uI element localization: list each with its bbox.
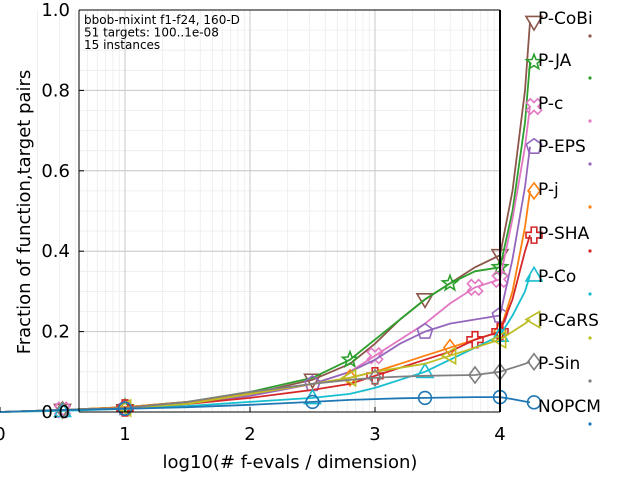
data-point bbox=[527, 352, 541, 372]
y-tick-label: 0.0 bbox=[41, 402, 70, 423]
data-point bbox=[415, 293, 435, 310]
series-line bbox=[0, 360, 531, 413]
y-tick-label: 0.6 bbox=[41, 161, 70, 182]
y-tick-label: 0.4 bbox=[41, 241, 70, 262]
legend-dot bbox=[588, 119, 592, 123]
annotation-line: 51 targets: 100..1e-08 bbox=[84, 26, 219, 40]
data-point bbox=[305, 394, 320, 410]
y-tick-label: 0.8 bbox=[41, 80, 70, 101]
data-point bbox=[303, 373, 322, 390]
data-point bbox=[466, 278, 484, 297]
data-point bbox=[368, 368, 382, 388]
grid bbox=[37, 10, 500, 412]
legend-dot bbox=[588, 162, 592, 166]
data-point bbox=[340, 368, 357, 388]
legend-label: P-c bbox=[538, 94, 563, 114]
legend-label: P-CaRS bbox=[538, 311, 599, 331]
data-point bbox=[340, 349, 360, 369]
legend: P-CoBi P-JA P-c P-EPS P-j P-SHA P-Co P-CaRS P-Si… bbox=[538, 9, 601, 426]
data-point bbox=[525, 137, 543, 154]
y-axis-label: Fraction of function,target pairs bbox=[14, 70, 35, 355]
x-tick-label: 1 bbox=[119, 424, 130, 445]
annotation-line: 15 instances bbox=[84, 38, 160, 52]
x-tick-label: 3 bbox=[369, 424, 380, 445]
legend-dot bbox=[588, 379, 592, 383]
x-axis-label: log10(# f-evals / dimension) bbox=[163, 452, 418, 473]
data-point bbox=[440, 273, 460, 292]
legend-label: P-Sin bbox=[538, 354, 580, 374]
series-layer bbox=[0, 15, 544, 420]
data-point bbox=[524, 52, 544, 71]
x-tick-label: 4 bbox=[494, 424, 505, 445]
legend-dot bbox=[588, 34, 592, 38]
legend-label: P-SHA bbox=[538, 224, 590, 244]
legend-label: P-Co bbox=[538, 267, 576, 287]
data-point bbox=[417, 390, 433, 406]
legend-dot bbox=[588, 292, 592, 296]
tick-labels: 0.0 0.2 0.4 0.6 0.8 1.0 0 1 2 3 4 bbox=[0, 0, 506, 445]
series-p-c bbox=[0, 97, 543, 419]
data-point bbox=[526, 395, 542, 410]
legend-label: P-EPS bbox=[538, 137, 586, 157]
legend-label: NOPCM bbox=[538, 397, 601, 417]
data-point bbox=[525, 97, 543, 116]
x-tick-label: 2 bbox=[244, 424, 255, 445]
series-p-co bbox=[0, 265, 544, 418]
axes bbox=[0, 9, 501, 413]
data-point bbox=[117, 401, 133, 416]
data-point bbox=[491, 270, 509, 289]
data-point bbox=[440, 346, 457, 366]
data-point bbox=[524, 265, 544, 282]
series-p-sin bbox=[0, 352, 541, 420]
data-point bbox=[366, 346, 384, 365]
legend-dot bbox=[588, 249, 592, 253]
legend-dot bbox=[588, 205, 592, 209]
data-point bbox=[116, 399, 134, 417]
y-tick-label: 1.0 bbox=[41, 0, 70, 21]
legend-dot bbox=[588, 336, 592, 340]
legend-label: P-CoBi bbox=[538, 9, 593, 29]
data-point bbox=[55, 400, 70, 420]
series-p-j bbox=[0, 181, 541, 420]
series-p-cobi bbox=[0, 15, 544, 420]
data-point bbox=[468, 365, 482, 385]
y-tick-label: 0.2 bbox=[41, 322, 70, 343]
data-point bbox=[525, 226, 543, 244]
data-point bbox=[524, 310, 541, 329]
series-p-ja bbox=[0, 52, 544, 416]
data-point bbox=[490, 330, 507, 350]
data-point bbox=[415, 362, 435, 379]
x-tick-label: 0 bbox=[0, 424, 6, 445]
data-point bbox=[416, 322, 434, 339]
legend-label: P-j bbox=[538, 180, 559, 200]
series-nopcm bbox=[0, 389, 542, 416]
legend-dot bbox=[588, 76, 592, 80]
data-point bbox=[524, 15, 544, 32]
legend-dot bbox=[588, 422, 592, 426]
annotation-block: bbob-mixint f1-f24, 160-D51 targets: 100… bbox=[84, 13, 240, 52]
data-point bbox=[527, 181, 541, 201]
legend-label: P-JA bbox=[538, 51, 572, 71]
data-point bbox=[491, 322, 509, 341]
annotation-line: bbob-mixint f1-f24, 160-D bbox=[84, 13, 240, 27]
